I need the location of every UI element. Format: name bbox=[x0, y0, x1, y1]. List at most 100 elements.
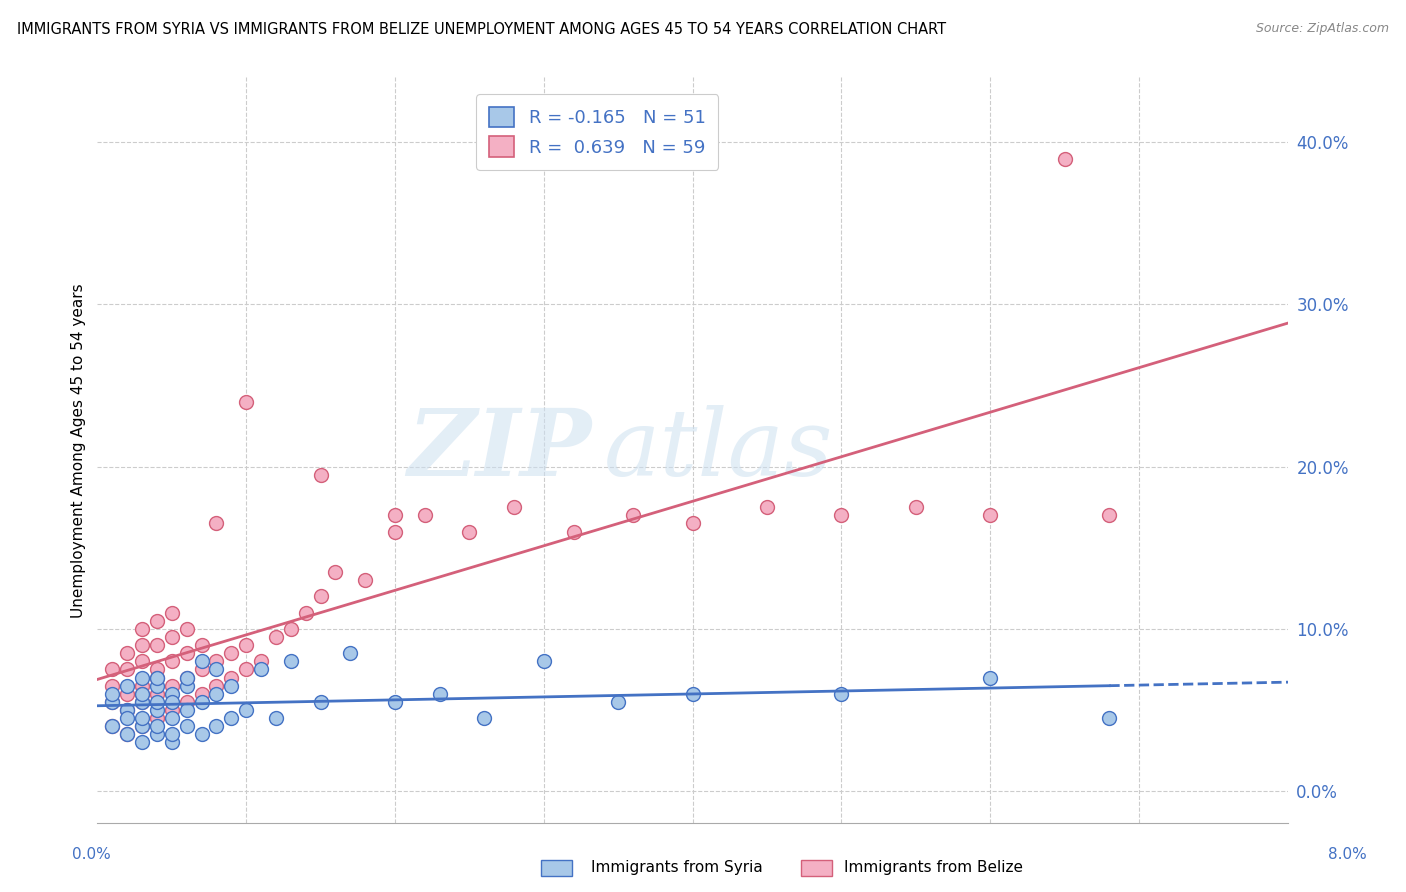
Legend: R = -0.165   N = 51, R =  0.639   N = 59: R = -0.165 N = 51, R = 0.639 N = 59 bbox=[477, 94, 718, 170]
Point bbox=[160, 703, 183, 717]
Point bbox=[176, 622, 198, 636]
Point bbox=[146, 671, 169, 685]
Text: Immigrants from Syria: Immigrants from Syria bbox=[591, 860, 762, 874]
Point bbox=[205, 679, 228, 693]
Point bbox=[190, 695, 212, 709]
Point bbox=[131, 735, 153, 749]
Point bbox=[221, 671, 243, 685]
Point bbox=[533, 654, 555, 668]
Point bbox=[146, 679, 169, 693]
Point bbox=[294, 606, 316, 620]
Point bbox=[115, 687, 138, 701]
Point bbox=[176, 703, 198, 717]
Point bbox=[146, 711, 169, 725]
Point bbox=[101, 695, 124, 709]
Point bbox=[160, 727, 183, 741]
Point bbox=[101, 719, 124, 733]
Point bbox=[280, 622, 302, 636]
Text: 0.0%: 0.0% bbox=[72, 847, 111, 862]
Point bbox=[979, 671, 1001, 685]
Point bbox=[131, 695, 153, 709]
Point bbox=[101, 679, 124, 693]
Point bbox=[384, 524, 406, 539]
Text: 8.0%: 8.0% bbox=[1327, 847, 1367, 862]
Point bbox=[131, 622, 153, 636]
Point bbox=[131, 638, 153, 652]
Point bbox=[176, 695, 198, 709]
Point bbox=[562, 524, 585, 539]
Point bbox=[205, 654, 228, 668]
Point bbox=[131, 671, 153, 685]
Point bbox=[131, 679, 153, 693]
Point bbox=[413, 508, 436, 523]
Point bbox=[176, 671, 198, 685]
Point bbox=[831, 687, 853, 701]
Point bbox=[146, 671, 169, 685]
Point bbox=[831, 508, 853, 523]
Point bbox=[131, 654, 153, 668]
Point bbox=[280, 654, 302, 668]
Point bbox=[682, 687, 704, 701]
Point bbox=[115, 646, 138, 660]
Point bbox=[115, 703, 138, 717]
Point bbox=[503, 500, 526, 515]
Point bbox=[101, 662, 124, 676]
Point bbox=[235, 662, 257, 676]
Y-axis label: Unemployment Among Ages 45 to 54 years: Unemployment Among Ages 45 to 54 years bbox=[72, 283, 86, 618]
Point bbox=[160, 630, 183, 644]
Point bbox=[160, 695, 183, 709]
Point bbox=[146, 662, 169, 676]
Point bbox=[131, 687, 153, 701]
Point bbox=[190, 662, 212, 676]
Point bbox=[309, 695, 332, 709]
Point bbox=[131, 711, 153, 725]
Text: Source: ZipAtlas.com: Source: ZipAtlas.com bbox=[1256, 22, 1389, 36]
Point bbox=[176, 671, 198, 685]
Point bbox=[146, 719, 169, 733]
Point bbox=[384, 508, 406, 523]
Point bbox=[384, 695, 406, 709]
Point bbox=[472, 711, 495, 725]
Point bbox=[221, 711, 243, 725]
Point bbox=[607, 695, 630, 709]
Point bbox=[160, 711, 183, 725]
Point bbox=[235, 638, 257, 652]
Point bbox=[205, 719, 228, 733]
Point bbox=[354, 573, 377, 587]
Point bbox=[1053, 152, 1076, 166]
Point bbox=[904, 500, 927, 515]
Point bbox=[235, 394, 257, 409]
Point bbox=[115, 727, 138, 741]
Point bbox=[339, 646, 361, 660]
Text: atlas: atlas bbox=[603, 406, 832, 495]
Point bbox=[221, 679, 243, 693]
Point bbox=[429, 687, 451, 701]
Point bbox=[190, 654, 212, 668]
Point bbox=[264, 630, 287, 644]
Point bbox=[309, 467, 332, 482]
Point bbox=[146, 687, 169, 701]
Point bbox=[101, 719, 124, 733]
Point bbox=[115, 727, 138, 741]
Point bbox=[160, 654, 183, 668]
Point bbox=[146, 727, 169, 741]
Point bbox=[146, 638, 169, 652]
Point bbox=[190, 687, 212, 701]
Point bbox=[1098, 508, 1121, 523]
Point bbox=[756, 500, 779, 515]
Text: Immigrants from Belize: Immigrants from Belize bbox=[844, 860, 1022, 874]
Text: IMMIGRANTS FROM SYRIA VS IMMIGRANTS FROM BELIZE UNEMPLOYMENT AMONG AGES 45 TO 54: IMMIGRANTS FROM SYRIA VS IMMIGRANTS FROM… bbox=[17, 22, 946, 37]
Point bbox=[264, 711, 287, 725]
Point bbox=[190, 638, 212, 652]
Point bbox=[176, 679, 198, 693]
Point bbox=[250, 662, 273, 676]
Point bbox=[131, 719, 153, 733]
Point bbox=[146, 695, 169, 709]
Point bbox=[250, 654, 273, 668]
Point bbox=[115, 703, 138, 717]
Point bbox=[160, 687, 183, 701]
Point bbox=[458, 524, 481, 539]
Point bbox=[205, 516, 228, 531]
Point bbox=[101, 695, 124, 709]
Point bbox=[115, 679, 138, 693]
